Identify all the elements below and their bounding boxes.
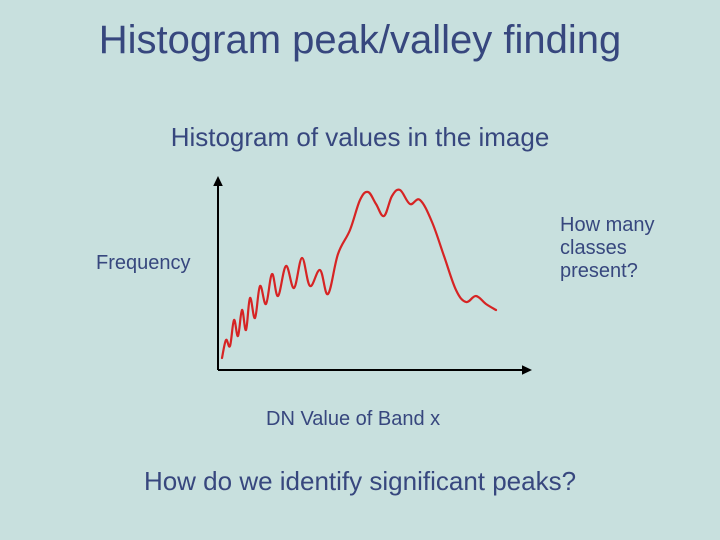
note-line-2: classes: [560, 237, 627, 259]
y-axis-label: Frequency: [96, 252, 191, 275]
note-line-1: How many: [560, 214, 654, 236]
chart-svg: [200, 170, 550, 395]
bottom-question: How do we identify significant peaks?: [0, 466, 720, 497]
x-axis-label: DN Value of Band x: [266, 408, 440, 431]
slide-subtitle: Histogram of values in the image: [0, 122, 720, 153]
histogram-chart: [200, 170, 550, 395]
annotation-note: How many classes present?: [560, 214, 654, 283]
slide-title: Histogram peak/valley finding: [0, 18, 720, 63]
note-line-3: present?: [560, 260, 638, 282]
slide: Histogram peak/valley finding Histogram …: [0, 0, 720, 540]
